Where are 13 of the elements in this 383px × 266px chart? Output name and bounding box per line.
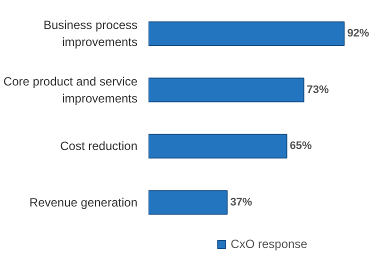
y-tick-label: Revenue generation (29, 195, 138, 210)
data-label: 65% (290, 140, 312, 152)
bar (148, 134, 288, 158)
y-tick-label: Cost reduction (60, 139, 138, 154)
bar (148, 78, 304, 102)
y-tick-label: Core product and service improvements (3, 74, 138, 106)
data-label: 92% (347, 28, 370, 40)
bar (148, 21, 345, 46)
bar (148, 190, 228, 215)
legend-label: CxO response (230, 237, 308, 251)
data-label: 37% (230, 196, 252, 208)
y-tick-label: Business process improvements (43, 18, 138, 50)
data-label: 73% (306, 84, 330, 96)
